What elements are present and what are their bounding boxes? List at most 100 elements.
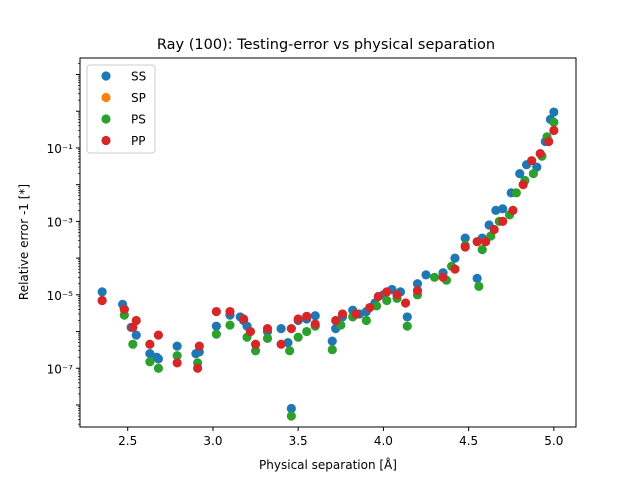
point-ps-14 (293, 332, 303, 342)
point-ps-20 (361, 315, 371, 326)
point-ss-5 (145, 349, 155, 359)
y-axis-label: Relative error -1 [*] (17, 184, 31, 300)
point-ss-7 (153, 354, 164, 364)
plot-frame (79, 57, 577, 428)
point-pp-3 (131, 315, 141, 326)
x-tick-label: 5.0 (544, 434, 563, 448)
point-ss-19 (286, 403, 296, 414)
point-ss-0 (97, 287, 107, 297)
point-pp-8 (194, 341, 204, 351)
point-pp-27 (400, 298, 411, 308)
point-ps-11 (262, 333, 273, 344)
y-tick-label: 10⁻⁵ (47, 289, 74, 303)
point-ss-22 (310, 311, 320, 321)
point-pp-40 (544, 136, 554, 147)
point-ps-37 (528, 169, 538, 179)
point-pp-25 (382, 287, 392, 297)
point-pp-22 (351, 309, 361, 319)
point-ss-11 (211, 321, 221, 331)
point-ps-17 (327, 345, 337, 355)
point-ps-2 (128, 339, 138, 349)
point-ss-38 (460, 233, 470, 243)
point-pp-14 (262, 324, 273, 334)
x-axis-ticks: 2.5 3.0 3.5 4.0 4.5 5.0 (118, 427, 563, 448)
point-ps-40 (549, 117, 559, 127)
point-ss-43 (498, 204, 508, 214)
legend-marker-sp (101, 92, 111, 103)
point-pp-20 (331, 315, 341, 326)
y-tick-label: 10⁻³ (47, 215, 74, 229)
x-tick-label: 3.5 (289, 434, 308, 448)
point-pp-5 (153, 330, 164, 340)
point-pp-18 (302, 311, 312, 321)
point-ss-23 (327, 336, 337, 346)
x-axis-label: Physical separation [Å] (259, 457, 397, 472)
point-ss-37 (450, 253, 460, 263)
point-pp-23 (365, 302, 375, 313)
point-ss-34 (412, 279, 423, 289)
point-pp-33 (481, 237, 491, 247)
point-pp-31 (460, 242, 470, 252)
legend-marker-ss (101, 71, 111, 81)
point-pp-7 (193, 363, 203, 373)
legend-label-sp: SP (131, 91, 146, 105)
point-ps-7 (211, 329, 221, 339)
x-tick-label: 2.5 (118, 434, 137, 448)
point-pp-38 (527, 156, 537, 166)
point-pp-15 (276, 339, 286, 349)
point-ps-31 (477, 245, 487, 255)
legend-label-ps: PS (131, 113, 146, 127)
point-pp-26 (392, 290, 402, 300)
legend: SS SP PS PP (86, 64, 156, 154)
y-tick-label: 10⁻⁷ (47, 362, 74, 376)
x-tick-label: 4.5 (459, 434, 478, 448)
x-tick-label: 4.0 (374, 434, 393, 448)
point-pp-12 (245, 326, 256, 337)
legend-marker-pp (101, 135, 111, 146)
point-ss-4 (131, 330, 141, 340)
point-ss-50 (549, 107, 559, 117)
point-ss-35 (421, 270, 431, 280)
point-ps-12 (285, 346, 295, 356)
point-pp-28 (412, 286, 423, 296)
data-points (97, 107, 559, 421)
legend-box (86, 64, 156, 154)
legend-label-pp: PP (131, 134, 145, 148)
point-ps-13 (286, 411, 296, 421)
point-ss-8 (172, 341, 182, 351)
point-pp-2 (128, 322, 138, 332)
point-pp-24 (373, 291, 383, 302)
point-ps-3 (145, 357, 155, 367)
x-tick-label: 3.0 (203, 434, 222, 448)
y-axis-ticks: 10⁻⁷ 10⁻⁵ 10⁻³ 10⁻¹ (47, 63, 80, 425)
point-pp-21 (337, 309, 348, 319)
point-pp-34 (489, 224, 499, 235)
legend-marker-ps (101, 114, 111, 124)
point-pp-9 (211, 306, 221, 317)
point-ps-35 (511, 188, 521, 198)
point-ps-5 (172, 351, 182, 361)
y-tick-label: 10⁻¹ (47, 142, 74, 156)
point-pp-6 (172, 358, 182, 368)
point-pp-36 (508, 205, 518, 215)
point-pp-35 (498, 216, 508, 226)
point-ps-22 (382, 295, 392, 306)
point-pp-1 (119, 304, 129, 315)
point-pp-16 (286, 324, 296, 334)
point-pp-17 (293, 314, 303, 324)
point-pp-30 (450, 264, 460, 274)
point-pp-32 (472, 237, 482, 247)
point-pp-11 (239, 314, 249, 324)
point-ss-39 (472, 273, 482, 283)
point-ss-33 (402, 312, 412, 322)
point-pp-10 (225, 306, 235, 317)
point-pp-37 (518, 180, 528, 190)
chart-title: Ray (100): Testing-error vs physical sep… (157, 37, 495, 53)
point-ps-4 (153, 363, 164, 373)
point-pp-13 (250, 339, 261, 349)
point-ps-8 (225, 320, 235, 330)
point-pp-19 (310, 319, 320, 329)
point-ps-24 (402, 321, 412, 331)
point-ps-15 (302, 326, 312, 337)
